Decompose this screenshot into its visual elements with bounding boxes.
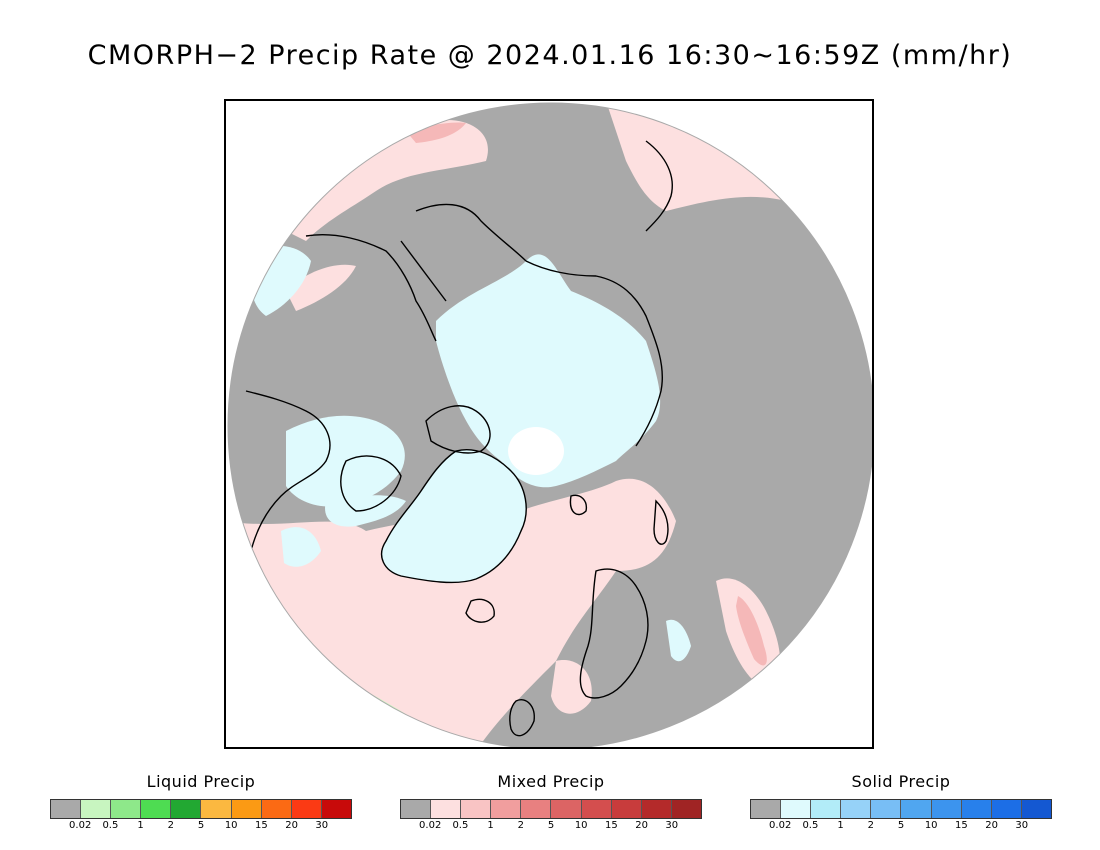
legend-tick-label: 0.5 [102,820,119,831]
bering-coastline [415,203,527,262]
mixed-precip-north-sea-blob [551,660,592,714]
legend-tick-label: 30 [315,820,329,831]
legend-swatch [901,800,932,818]
legend-tick-label: 0.02 [419,820,442,831]
siberia-coastline [525,260,663,447]
legend-tick-label: 15 [255,820,268,831]
map-title: CMORPH−2 Precip Rate @ 2024.01.16 16:30∼… [87,40,1013,71]
legend-tick-label: 5 [547,820,555,831]
legend-tick-label: 15 [955,820,968,831]
legend-tick-label: 1 [137,820,144,831]
legend-swatch [261,800,292,818]
legend-tick-label: 1 [487,820,494,831]
legend-swatch [291,800,322,818]
legend-liquid-precip: Liquid Precip 0.02 0.5 1 2 5 10 15 20 30 [50,772,352,833]
legend-tick-label: 10 [224,820,238,831]
legend-tick-label: 30 [665,820,679,831]
legend-swatch [401,800,432,818]
canada-mainland-coastline [245,390,331,552]
legend-swatch [611,800,642,818]
legend-swatch [1021,800,1051,818]
polar-data-gap [508,427,564,475]
ellesmere-coastline [425,405,491,454]
color-bar [750,799,1052,819]
legend-swatch [201,800,232,818]
svalbard-coastline [569,494,588,516]
legend-tick-label: 30 [1015,820,1029,831]
legend-swatch [171,800,202,818]
legend-swatch [551,800,582,818]
legend-swatch [491,800,522,818]
legend-solid-precip: Solid Precip 0.02 0.5 1 2 5 10 15 20 30 [750,772,1052,833]
legend-swatch [811,800,842,818]
mixed-precip-north-pacific [286,120,488,241]
legend-swatch [751,800,782,818]
iceland-coastline [465,598,495,623]
legend-title: Solid Precip [851,772,951,791]
legend-swatch [581,800,612,818]
legend-swatch [841,800,872,818]
tick-labels: 0.02 0.5 1 2 5 10 15 20 30 [400,819,702,833]
solid-precip-arctic-ocean [436,254,661,488]
legend-tick-label: 2 [167,820,174,831]
legend-swatch [51,800,82,818]
legend-tick-label: 1 [837,820,844,831]
solid-precip-hudson [281,527,321,567]
novaya-zemlya-coastline [653,499,669,545]
legend-swatch [781,800,812,818]
legend-tick-label: 15 [605,820,618,831]
legend-swatch [641,800,672,818]
coastlines [245,140,673,737]
legend-swatch [671,800,701,818]
legend-tick-label: 20 [985,820,998,831]
legend-swatch [521,800,552,818]
legend-tick-label: 0.02 [69,820,92,831]
legend-swatch [111,800,142,818]
legend-tick-label: 0.5 [802,820,819,831]
legend-tick-label: 10 [924,820,938,831]
color-bar [50,799,352,819]
legend-tick-label: 2 [517,820,524,831]
mixed-precip-alaska-coast [286,264,356,311]
solid-precip-canada-band [325,495,406,527]
map-disk-outline [227,102,872,747]
greenland-coastline [381,449,527,584]
us-canada-border [400,240,447,302]
legend-tick-label: 0.02 [769,820,792,831]
map-canvas [227,102,872,747]
legend-tick-label: 20 [635,820,648,831]
legend-swatch [231,800,262,818]
mixed-precip-core-west-russia [736,596,767,666]
legend-swatch [431,800,462,818]
legend-swatch [961,800,992,818]
legend-swatch [871,800,902,818]
legend-swatch [81,800,112,818]
legend-title: Mixed Precip [497,772,605,791]
british-isles-coastline [509,699,535,737]
color-bar [400,799,702,819]
legend-swatch [461,800,492,818]
legend-tick-label: 2 [867,820,874,831]
legend-swatch [321,800,351,818]
alaska-coastline [305,233,437,342]
legend-swatch [931,800,962,818]
legend-swatch [141,800,172,818]
legend-tick-label: 5 [197,820,205,831]
legend-tick-label: 5 [897,820,905,831]
legend-tick-label: 10 [574,820,588,831]
tick-labels: 0.02 0.5 1 2 5 10 15 20 30 [750,819,1052,833]
scandinavia-coastline [579,568,649,699]
legend-mixed-precip: Mixed Precip 0.02 0.5 1 2 5 10 15 20 30 [400,772,702,833]
solid-precip-greenland [381,449,527,583]
legend-tick-label: 20 [285,820,298,831]
legend-swatch [991,800,1022,818]
polar-precip-map [224,99,874,749]
solid-precip-scandinavia-coast [666,619,691,662]
baffin-coastline [340,455,402,512]
legend-tick-label: 0.5 [452,820,469,831]
legend-title: Liquid Precip [146,772,256,791]
kamchatka-coastline [645,140,673,232]
tick-labels: 0.02 0.5 1 2 5 10 15 20 30 [50,819,352,833]
